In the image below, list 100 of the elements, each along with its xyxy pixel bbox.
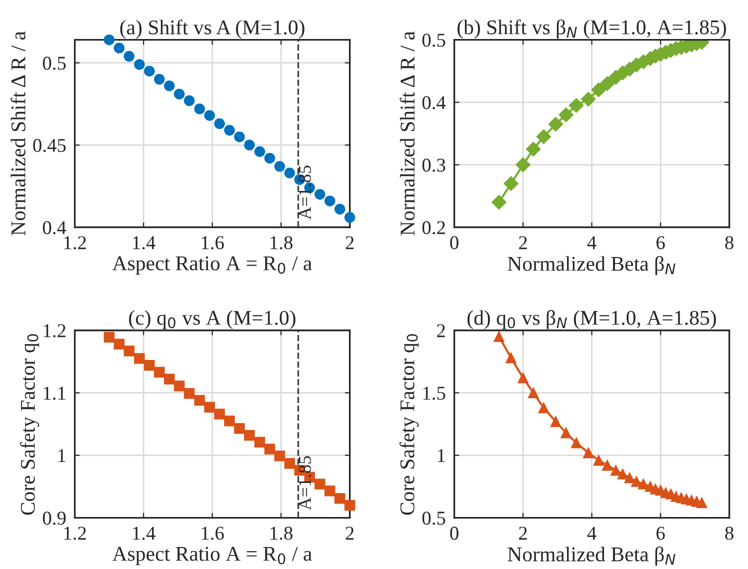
y-axis-title: Normalized Shift Δ R / a [10, 31, 26, 236]
point [324, 196, 336, 206]
point [494, 331, 504, 342]
y-tick-label: 1.1 [44, 386, 66, 400]
y-axis-title: Core Safety Factor q$_{0}$ [20, 334, 40, 515]
point [104, 34, 115, 46]
point [492, 194, 506, 210]
x-tick-label: 1.2 [64, 526, 86, 540]
point [324, 486, 336, 496]
x-tick-label: 1.8 [270, 236, 292, 250]
point [174, 380, 185, 392]
point [344, 212, 356, 223]
y-tick-label: 0.9 [42, 512, 66, 525]
point [134, 59, 145, 70]
point [134, 353, 145, 364]
x-tick-label: 2 [519, 236, 527, 250]
x-tick-label: 1.2 [64, 236, 86, 250]
y-tick-label: 1.5 [423, 386, 446, 400]
x-tick-label: 2 [519, 526, 527, 540]
point [504, 176, 518, 191]
point [314, 189, 326, 200]
point [526, 142, 541, 157]
point [184, 95, 195, 106]
y-tick-label: 1 [438, 449, 445, 462]
point [314, 478, 326, 490]
point [264, 152, 276, 164]
x-tick-label: 1.6 [202, 236, 224, 250]
y-axis-title: Normalized Shift Δ R / a [400, 31, 415, 236]
point [334, 204, 346, 215]
point [214, 408, 225, 420]
point [254, 146, 266, 158]
point [570, 437, 582, 448]
point [568, 98, 584, 113]
point [602, 460, 613, 471]
point [174, 88, 185, 100]
x-tick-label: 6 [656, 526, 665, 540]
y-tick-label: 0.4 [42, 221, 66, 234]
y-tick-label: 0.3 [422, 158, 446, 172]
point [194, 104, 205, 114]
point [194, 394, 205, 406]
point [344, 500, 356, 511]
point [516, 157, 530, 172]
point [104, 332, 115, 343]
x-axis-title: Normalized Beta β$_{N}$ [508, 546, 676, 566]
point [154, 74, 165, 85]
point [124, 346, 134, 356]
point [506, 352, 516, 364]
point [244, 430, 255, 441]
point [184, 388, 195, 399]
point [631, 476, 642, 487]
point [334, 493, 346, 504]
point [154, 366, 165, 378]
point [204, 110, 215, 121]
point [224, 124, 235, 136]
y-tick-label: 0.5 [422, 34, 446, 47]
point [284, 168, 296, 178]
point [254, 436, 266, 448]
point [624, 472, 635, 484]
y-tick-label: 1.2 [44, 324, 66, 338]
point [264, 444, 276, 454]
point [124, 50, 134, 62]
point [558, 107, 574, 122]
chart-title: (a) Shift vs A (M=1.0) [120, 20, 304, 39]
point [114, 338, 125, 350]
point [538, 402, 550, 414]
chart-title: (c) q$_{0}$ vs A (M=1.0) [129, 310, 296, 330]
x-axis-title: Normalized Beta β$_{N}$ [508, 256, 676, 276]
y-tick-label: 0.45 [33, 138, 66, 152]
y-axis-title: Core Safety Factor q$_{0}$ [400, 334, 419, 515]
point [638, 478, 649, 490]
x-tick-label: 1.4 [133, 236, 156, 250]
x-tick-label: 8 [725, 236, 734, 250]
point [224, 416, 235, 426]
point [617, 468, 628, 480]
point [234, 423, 245, 434]
x-axis-title: Aspect Ratio A = R$_{0}$ / a [112, 546, 312, 566]
point [518, 372, 528, 384]
y-tick-label: 0.5 [42, 56, 66, 70]
ref-line-label: A=1.85 [298, 166, 312, 220]
x-tick-label: 6 [656, 236, 665, 250]
point [560, 427, 572, 438]
x-tick-label: 4 [587, 526, 596, 540]
point [274, 161, 286, 172]
point [550, 416, 562, 427]
point [144, 360, 155, 371]
point [610, 464, 622, 476]
point [528, 387, 539, 398]
point [144, 66, 155, 76]
point [536, 129, 552, 144]
point [591, 82, 606, 98]
x-tick-label: 0 [450, 236, 458, 250]
point [244, 140, 255, 150]
point [580, 92, 596, 107]
point [284, 458, 296, 469]
point [164, 80, 175, 92]
x-tick-label: 8 [725, 526, 734, 540]
y-tick-label: 1 [58, 449, 66, 462]
x-tick-label: 1.4 [133, 526, 156, 540]
point [164, 374, 175, 384]
y-tick-label: 0.4 [422, 96, 446, 110]
